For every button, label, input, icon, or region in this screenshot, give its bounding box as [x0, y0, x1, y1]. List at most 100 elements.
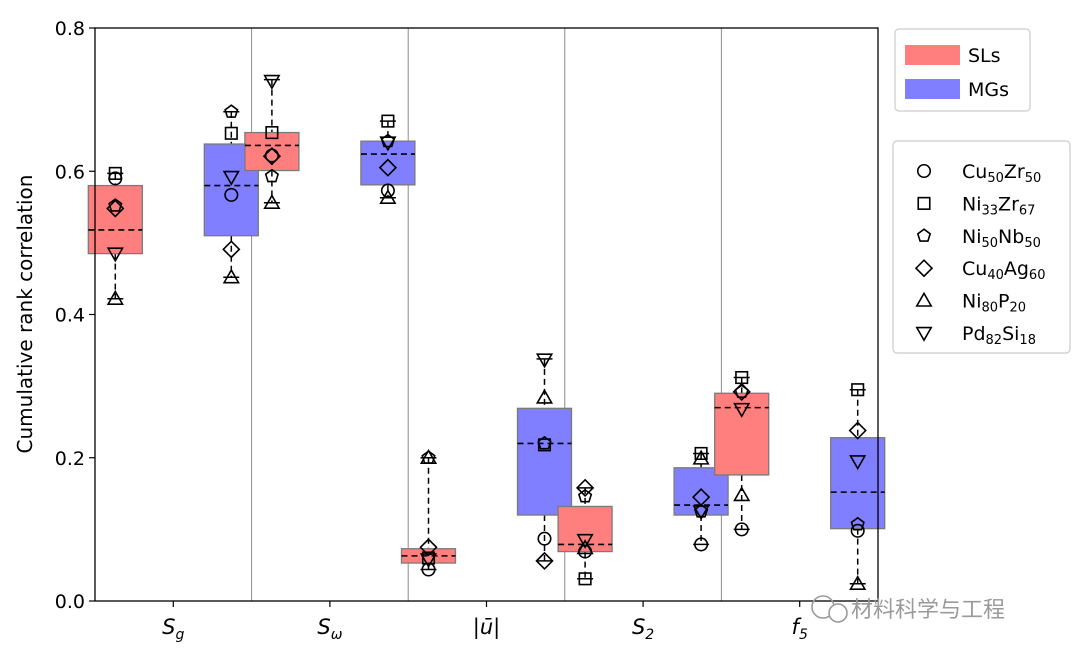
x-tick-label: |ū|: [473, 615, 500, 640]
legend-groups: SLs MGs: [894, 28, 1031, 112]
y-axis-label: Cumulative rank correlation: [13, 175, 37, 454]
data-point-triangle-up: [733, 486, 751, 502]
data-point-triangle-up: [263, 193, 281, 209]
legend-marker-circle: [916, 163, 932, 179]
data-point-pentagon: [577, 488, 593, 503]
data-point-circle: [224, 187, 239, 202]
box-mgs: [673, 446, 729, 552]
data-point-square: [578, 572, 592, 586]
data-point-triangle-up: [222, 268, 240, 284]
data-point-triangle-up: [576, 539, 594, 555]
legend-label-sls: SLs: [968, 45, 1001, 67]
data-point-pentagon: [380, 133, 396, 148]
data-point-diamond: [262, 147, 282, 166]
watermark: 材料科学与工程: [811, 595, 1005, 623]
data-point-diamond: [848, 421, 867, 440]
data-point-circle: [734, 522, 749, 537]
box-sls: [87, 166, 143, 305]
box-body: [714, 392, 770, 476]
plot-background: [95, 28, 878, 601]
data-point-triangle-up: [535, 388, 554, 404]
data-point-pentagon: [850, 516, 865, 531]
data-point-pentagon: [264, 168, 280, 183]
box-sls: [244, 74, 300, 209]
box-mgs: [516, 353, 573, 571]
data-point-triangle-up: [692, 449, 710, 465]
data-point-square: [224, 126, 238, 140]
box-sls: [714, 370, 770, 537]
y-tick-label: 0.0: [55, 591, 85, 613]
legend-alloy-label: Ni50Nb50: [962, 226, 1041, 251]
y-tick-label: 0.2: [55, 448, 85, 470]
data-point-diamond: [691, 488, 711, 507]
data-point-triangle-down: [379, 136, 397, 152]
legend-box: [892, 140, 1071, 354]
data-point-triangle-down: [733, 402, 751, 418]
data-point-diamond: [106, 199, 125, 218]
data-point-triangle-down: [106, 247, 124, 263]
x-tick-label: f5: [792, 615, 808, 643]
box-mgs: [830, 383, 886, 591]
plot-frame: [94, 27, 879, 602]
plot-area: 0.0 0.2 0.4 0.6 0.8 Sg Sω |ū| S2 f5: [55, 18, 886, 643]
data-point-diamond: [732, 382, 751, 401]
data-point-square: [265, 126, 279, 140]
legend-alloy-label: Ni33Zr67: [962, 193, 1035, 218]
data-point-triangle-down: [419, 553, 438, 569]
x-tick-label: Sω: [317, 615, 342, 643]
box-mgs: [360, 114, 416, 204]
data-point-diamond: [378, 158, 398, 177]
wechat-icon-small: [828, 603, 848, 623]
data-point-diamond: [419, 538, 438, 557]
y-tick-label: 0.4: [55, 305, 85, 327]
legend-swatch-sls: [905, 45, 960, 65]
data-point-diamond: [222, 240, 241, 259]
data-point-square: [694, 446, 708, 461]
legend-alloy-label: Cu40Ag60: [962, 258, 1045, 283]
data-point-circle: [694, 537, 709, 552]
x-tick-label: Sg: [162, 615, 184, 643]
box-sls: [400, 448, 457, 577]
data-point-triangle-down: [222, 170, 240, 186]
watermark-text: 材料科学与工程: [851, 598, 1005, 623]
data-point-circle: [537, 531, 552, 546]
data-point-triangle-down: [692, 505, 710, 521]
legend-marker-triangle-down: [915, 326, 933, 342]
data-point-triangle-down: [576, 533, 594, 549]
data-point-circle: [850, 523, 865, 538]
data-point-square: [108, 166, 122, 180]
data-point-triangle-down: [535, 353, 554, 369]
legend-marker-triangle-up: [915, 291, 933, 307]
y-tick-label: 0.6: [55, 161, 85, 183]
data-point-triangle-down: [849, 455, 867, 471]
data-point-pentagon: [537, 435, 552, 450]
data-point-triangle-up: [106, 289, 124, 305]
legend-marker-square: [917, 196, 931, 210]
data-point-square: [381, 114, 395, 128]
box-body: [673, 467, 729, 516]
data-point-pentagon: [224, 104, 239, 118]
legend-alloy-label: Pd82Si18: [962, 323, 1036, 348]
legend-alloy-label: Ni80P20: [962, 291, 1026, 316]
box-body: [87, 184, 143, 255]
legend-swatch-mgs: [905, 79, 960, 99]
data-point-circle: [380, 183, 395, 198]
box-body: [516, 407, 573, 516]
box-body: [830, 437, 886, 530]
data-point-square: [851, 383, 865, 397]
data-point-pentagon: [108, 198, 123, 212]
box-body: [360, 140, 416, 186]
legend-marker-diamond: [914, 259, 934, 278]
box-sls: [557, 478, 613, 586]
data-point-diamond: [535, 551, 554, 571]
y-tick-label: 0.8: [55, 18, 85, 40]
legend-label-mgs: MGs: [968, 79, 1009, 101]
x-tick-label: S2: [632, 615, 654, 643]
data-point-triangle-up: [419, 448, 438, 464]
data-point-triangle-up: [849, 574, 867, 591]
legend-alloy-label: Cu50Zr50: [962, 161, 1041, 186]
data-point-triangle-up: [379, 188, 397, 204]
data-point-diamond: [575, 478, 595, 497]
data-point-triangle-down: [263, 74, 281, 90]
